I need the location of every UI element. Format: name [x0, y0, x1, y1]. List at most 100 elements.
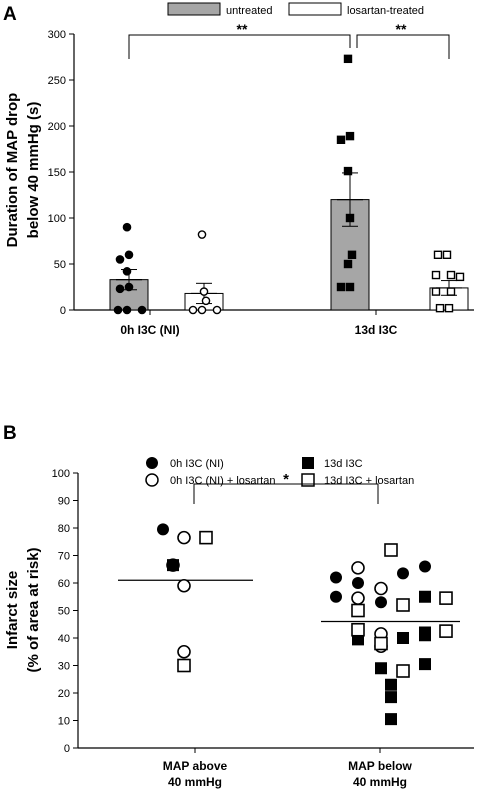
point-ni-losartan — [177, 644, 191, 659]
legend-swatch-untreated — [167, 2, 221, 16]
panel-b-legend: 0h I3C (NI) 0h I3C (NI) + losartan 13d I… — [145, 457, 414, 487]
point-untreated — [124, 250, 134, 260]
panel-a-significance: ** ** — [128, 21, 450, 59]
point-untreated — [122, 305, 132, 315]
group-label-0h: 0h I3C (NI) — [120, 323, 179, 337]
legend-swatch-losartan — [288, 2, 342, 16]
point-ni-losartan — [351, 591, 365, 605]
panel-b-y-tick-label: 50 — [58, 606, 70, 618]
point-ni-losartan — [351, 561, 365, 575]
point-13d-losartan — [374, 636, 388, 651]
panel-a-y-tick-label: 100 — [48, 213, 66, 225]
point-untreated — [343, 259, 353, 269]
point-ni — [157, 523, 169, 536]
category-label-below-line2: 40 mmHg — [353, 775, 407, 789]
point-untreated — [336, 135, 346, 145]
legend-marker-13d — [302, 457, 314, 469]
point-ni — [397, 567, 409, 580]
panel-a: A untreated losartan-treated Duration of… — [3, 2, 474, 337]
panel-a-y-tick-label: 150 — [48, 167, 66, 179]
panel-b-points — [157, 523, 453, 726]
point-13d-losartan — [351, 603, 365, 618]
point-ni — [419, 560, 431, 573]
legend-label-ni-losartan: 0h I3C (NI) + losartan — [170, 475, 275, 487]
point-ni — [330, 571, 342, 584]
panel-a-points — [113, 54, 465, 315]
legend-label-losartan: losartan-treated — [347, 5, 424, 17]
point-13d-losartan — [439, 591, 453, 605]
point-13d-losartan — [396, 598, 410, 612]
point-losartan — [446, 287, 456, 296]
panel-b: B 0h I3C (NI) 0h I3C (NI) + losartan 13d… — [3, 423, 474, 789]
point-13d — [419, 629, 431, 642]
category-label-below-line1: MAP below — [348, 759, 412, 773]
point-untreated — [115, 284, 125, 294]
point-losartan — [197, 305, 207, 315]
legend-marker-13d-losartan — [301, 473, 315, 487]
panel-b-y-tick-label: 40 — [58, 633, 70, 645]
panel-a-label: A — [3, 4, 17, 25]
panel-a-y-tick-label: 300 — [48, 29, 66, 41]
point-ni-losartan — [177, 578, 191, 593]
point-13d — [375, 662, 387, 675]
panel-b-y-tick-label: 30 — [58, 661, 70, 673]
point-losartan — [446, 270, 456, 280]
point-losartan — [197, 230, 207, 239]
point-ni — [375, 596, 387, 609]
point-13d — [385, 713, 397, 726]
sig-marker-right: ** — [396, 21, 407, 37]
point-untreated — [345, 282, 355, 292]
point-13d-losartan — [396, 664, 410, 678]
point-losartan — [199, 287, 209, 296]
point-untreated — [122, 222, 132, 232]
point-untreated — [347, 250, 357, 260]
point-untreated — [115, 255, 125, 264]
panel-a-y-tick-label: 50 — [54, 259, 66, 271]
panel-a-axes: 0 50 100 150 200 250 300 — [48, 29, 474, 317]
point-losartan — [455, 272, 465, 282]
point-untreated — [345, 131, 355, 141]
point-13d — [419, 658, 431, 671]
point-untreated — [113, 305, 123, 315]
panel-b-y-tick-label: 100 — [52, 468, 70, 480]
point-13d — [419, 590, 431, 603]
panel-a-legend: untreated losartan-treated — [167, 2, 424, 17]
point-13d-losartan — [384, 543, 398, 557]
legend-label-13d-losartan: 13d I3C + losartan — [324, 475, 414, 487]
group-label-13d: 13d I3C — [355, 323, 398, 337]
panel-a-ylabel-line2: below 40 mmHg (s) — [25, 102, 42, 239]
panel-b-y-tick-label: 90 — [58, 496, 70, 508]
point-ni-losartan — [177, 530, 191, 545]
legend-marker-ni-losartan — [145, 473, 159, 487]
panel-b-ylabel-line1: Infarct size — [4, 571, 21, 649]
point-losartan — [188, 305, 198, 315]
point-losartan — [444, 303, 454, 313]
panel-b-axes: 0 10 20 30 40 50 60 70 80 90 100 — [52, 468, 474, 755]
point-untreated — [343, 166, 353, 176]
panel-b-y-tick-label: 20 — [58, 688, 70, 700]
point-losartan — [212, 305, 222, 315]
point-losartan — [431, 287, 441, 296]
sig-marker-left: ** — [237, 21, 248, 37]
point-13d-losartan — [199, 530, 213, 545]
point-13d-losartan — [177, 658, 191, 673]
point-untreated — [122, 267, 132, 276]
point-13d — [167, 559, 179, 572]
panel-b-y-tick-label: 80 — [58, 523, 70, 535]
panel-a-bars — [109, 172, 469, 311]
sig-bracket-right — [356, 34, 450, 59]
point-losartan — [201, 296, 211, 306]
point-13d — [385, 691, 397, 704]
point-untreated — [124, 282, 134, 292]
point-losartan — [435, 303, 445, 313]
sig-bracket-b — [193, 483, 379, 504]
point-losartan — [431, 270, 441, 280]
point-untreated — [336, 282, 346, 292]
sig-marker-b: * — [283, 471, 289, 488]
panel-b-y-tick-label: 10 — [58, 716, 70, 728]
legend-marker-ni — [146, 457, 158, 469]
point-untreated — [137, 305, 147, 315]
panel-b-ylabel-line2: (% of area at risk) — [25, 547, 42, 672]
category-label-above-line1: MAP above — [163, 759, 228, 773]
panel-a-y-tick-label: 0 — [60, 305, 66, 317]
